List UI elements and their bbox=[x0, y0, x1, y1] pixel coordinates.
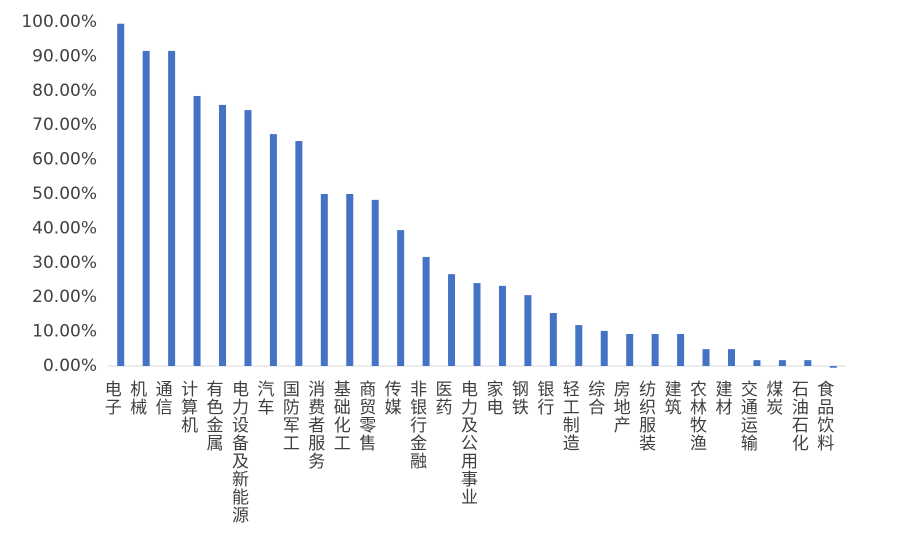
x-tick-label: 非银行金融 bbox=[406, 380, 427, 470]
x-tick-label: 纺织服装 bbox=[635, 380, 656, 452]
y-tick-label: 70.00% bbox=[32, 115, 97, 135]
bar bbox=[600, 330, 608, 366]
x-tick-label: 房地产 bbox=[610, 380, 631, 434]
bar bbox=[244, 110, 252, 367]
y-tick-label: 20.00% bbox=[32, 287, 97, 307]
bar bbox=[448, 274, 456, 366]
bar bbox=[804, 360, 812, 366]
bar bbox=[320, 194, 328, 366]
y-tick-label: 40.00% bbox=[32, 218, 97, 238]
bar bbox=[193, 95, 201, 367]
bar bbox=[778, 360, 786, 366]
x-tick-label: 轻工制造 bbox=[559, 380, 580, 452]
bar bbox=[702, 349, 710, 366]
bar bbox=[295, 141, 303, 366]
bar bbox=[651, 334, 659, 366]
bar bbox=[549, 313, 557, 366]
y-tick-label: 60.00% bbox=[32, 150, 97, 170]
bar bbox=[753, 360, 761, 366]
bar bbox=[575, 325, 583, 366]
x-tick-label: 农林牧渔 bbox=[686, 380, 707, 452]
x-tick-label: 食品饮料 bbox=[813, 380, 834, 452]
bar bbox=[219, 104, 227, 367]
x-tick-label: 电子 bbox=[101, 380, 122, 416]
x-tick-label: 消费者服务 bbox=[304, 380, 325, 470]
y-tick-label: 80.00% bbox=[32, 81, 97, 101]
bar bbox=[346, 194, 354, 366]
x-tick-label: 国防军工 bbox=[279, 380, 300, 452]
x-tick-label: 基础化工 bbox=[330, 380, 351, 452]
bar bbox=[498, 285, 506, 366]
bar bbox=[397, 230, 405, 366]
y-tick-label: 50.00% bbox=[32, 184, 97, 204]
x-tick-label: 电力设备及新能源 bbox=[228, 380, 249, 524]
x-tick-label: 计算机 bbox=[177, 380, 198, 434]
x-tick-label: 综合 bbox=[584, 380, 605, 416]
x-tick-label: 交通运输 bbox=[737, 380, 758, 452]
x-tick-label: 家电 bbox=[482, 380, 502, 416]
x-tick-label: 电力及公用事业 bbox=[457, 380, 478, 506]
x-tick-label: 建筑 bbox=[661, 380, 682, 416]
bar bbox=[677, 334, 685, 366]
bar bbox=[524, 295, 532, 366]
y-tick-label: 0.00% bbox=[43, 356, 97, 376]
x-tick-label: 通信 bbox=[152, 380, 173, 416]
y-tick-label: 100.00% bbox=[21, 12, 97, 32]
x-tick-label: 钢铁 bbox=[508, 380, 529, 416]
x-tick-label: 煤炭 bbox=[762, 380, 783, 416]
x-tick-label: 有色金属 bbox=[203, 380, 224, 452]
x-tick-label: 建材 bbox=[711, 380, 732, 416]
x-tick-label: 汽车 bbox=[253, 380, 274, 416]
x-tick-label: 石油石化 bbox=[788, 380, 809, 452]
bar bbox=[142, 50, 150, 367]
bar bbox=[422, 256, 430, 366]
bar bbox=[626, 334, 634, 366]
y-tick-label: 90.00% bbox=[32, 46, 97, 66]
bar bbox=[371, 199, 379, 366]
bar bbox=[473, 283, 481, 366]
y-tick-label: 10.00% bbox=[32, 322, 97, 342]
x-tick-label: 医药 bbox=[432, 380, 453, 416]
x-tick-label: 银行 bbox=[533, 380, 554, 416]
bar bbox=[829, 366, 837, 368]
bar bbox=[727, 349, 735, 366]
x-tick-label: 商贸零售 bbox=[355, 380, 376, 452]
bar bbox=[269, 134, 277, 366]
bar bbox=[168, 50, 176, 367]
y-tick-label: 30.00% bbox=[32, 253, 97, 273]
x-tick-label: 机械 bbox=[126, 380, 147, 416]
x-tick-label: 传媒 bbox=[381, 380, 402, 416]
bar bbox=[117, 23, 125, 366]
